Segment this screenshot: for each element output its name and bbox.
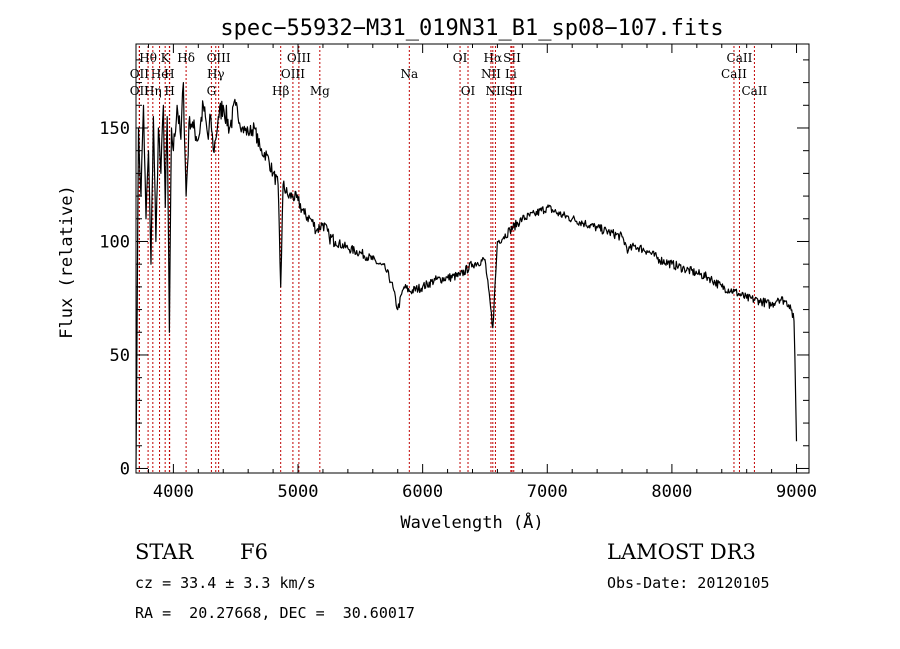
plot-frame bbox=[135, 43, 810, 474]
line-marker-label: Hη bbox=[144, 84, 162, 98]
line-marker-label: K bbox=[161, 51, 171, 65]
line-marker-label: OIII bbox=[287, 51, 311, 65]
x-tick-label: 5000 bbox=[278, 482, 319, 502]
x-tick-label: 7000 bbox=[527, 482, 568, 502]
x-tick-label: 8000 bbox=[651, 482, 692, 502]
flux-line bbox=[135, 82, 798, 469]
line-marker-label: OIII bbox=[207, 51, 231, 65]
y-tick-label: 150 bbox=[99, 119, 130, 139]
line-marker-label: Mg bbox=[310, 84, 330, 98]
survey-name: LAMOST DR3 bbox=[607, 540, 756, 564]
line-marker-label: Hα bbox=[484, 51, 503, 65]
line-markers: HθOIIOIIHeHηKHHHδOIIIHγGHβOIIIOIIIMgNaOI… bbox=[130, 46, 768, 473]
line-marker-label: OI bbox=[453, 51, 468, 65]
object-subclass: F6 bbox=[240, 540, 268, 564]
line-marker-label: OI bbox=[461, 84, 476, 98]
x-tick-label: 9000 bbox=[776, 482, 817, 502]
obs-date: Obs-Date: 20120105 bbox=[607, 574, 770, 592]
line-marker-label: Hβ bbox=[272, 84, 289, 98]
line-marker-label: G bbox=[207, 84, 217, 98]
line-marker-label: Na bbox=[400, 67, 418, 81]
line-marker-label: He bbox=[151, 67, 169, 81]
line-marker-label: OIII bbox=[281, 67, 305, 81]
x-axis-label: Wavelength (Å) bbox=[400, 511, 543, 533]
chart-title: spec−55932−M31_019N31_B1_sp08−107.fits bbox=[220, 16, 723, 41]
line-marker-label: Hδ bbox=[177, 51, 195, 65]
line-marker-label: SII bbox=[503, 51, 521, 65]
line-marker-label: CaII bbox=[721, 67, 747, 81]
y-tick-label: 0 bbox=[120, 459, 130, 479]
line-marker-label: Hγ bbox=[207, 67, 225, 81]
y-tick-label: 50 bbox=[110, 346, 130, 366]
line-marker-label: NII bbox=[481, 67, 501, 81]
x-tick-label: 6000 bbox=[402, 482, 443, 502]
line-marker-label: SII bbox=[505, 84, 523, 98]
y-tick-label: 100 bbox=[99, 232, 130, 252]
line-marker-label: NII bbox=[485, 84, 505, 98]
object-class: STAR bbox=[135, 540, 194, 564]
line-marker-label: H bbox=[164, 84, 174, 98]
y-axis-label: Flux (relative) bbox=[57, 185, 77, 339]
redshift-cz: cz = 33.4 ± 3.3 km/s bbox=[135, 574, 316, 592]
line-marker-label: CaII bbox=[727, 51, 753, 65]
line-marker-label: CaII bbox=[741, 84, 767, 98]
line-marker-label: Hθ bbox=[139, 51, 157, 65]
line-marker-label: OII bbox=[130, 84, 150, 98]
x-tick-label: 4000 bbox=[153, 482, 194, 502]
line-marker-label: Li bbox=[505, 67, 517, 81]
coordinates: RA = 20.27668, DEC = 30.60017 bbox=[135, 604, 415, 622]
